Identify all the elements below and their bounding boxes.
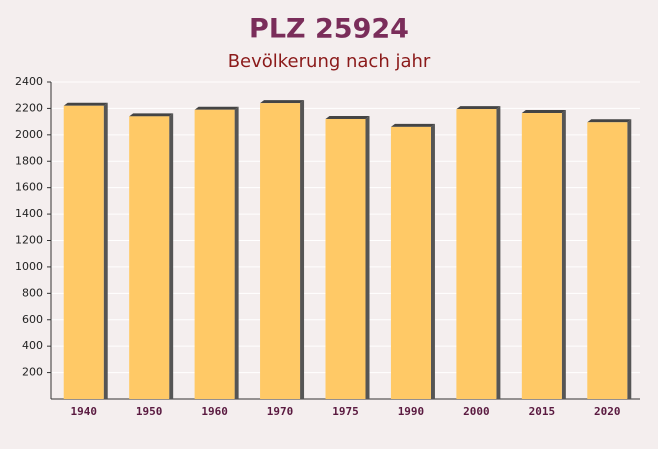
bar	[456, 109, 497, 399]
x-tick-label: 1940	[70, 405, 97, 418]
x-tick-label: 2020	[594, 405, 621, 418]
y-tick-label: 800	[22, 286, 43, 299]
bar-top	[587, 119, 632, 123]
bar-top	[129, 113, 174, 117]
bar-top	[194, 106, 239, 110]
bar-side	[234, 106, 239, 400]
bar	[129, 116, 170, 399]
bar-top	[390, 123, 435, 127]
bar	[521, 113, 562, 399]
y-tick-label: 2000	[15, 128, 43, 141]
bar-top	[63, 102, 108, 106]
y-tick-label: 1600	[15, 181, 43, 194]
y-tick-label: 400	[22, 339, 43, 352]
bar	[63, 105, 104, 400]
x-tick-label: 1970	[267, 405, 294, 418]
bar-side	[103, 102, 108, 400]
x-tick-label: 1950	[136, 405, 163, 418]
bar-top	[325, 115, 370, 119]
bar-top	[260, 100, 305, 104]
y-tick-label: 2200	[15, 101, 43, 114]
x-tick-label: 2000	[463, 405, 490, 418]
y-tick-label: 200	[22, 366, 43, 379]
bar	[325, 118, 366, 399]
bar-side	[169, 113, 174, 399]
bar-side	[430, 123, 435, 400]
chart-title: PLZ 25924	[249, 14, 409, 45]
bar-side	[627, 119, 632, 400]
y-tick-label: 1000	[15, 260, 43, 273]
y-tick-label: 1400	[15, 207, 43, 220]
bar-side	[300, 100, 305, 399]
y-tick-label: 600	[22, 313, 43, 326]
bar	[260, 103, 301, 399]
x-tick-label: 2015	[529, 405, 556, 418]
y-tick-label: 1200	[15, 234, 43, 247]
bar-side	[496, 106, 501, 399]
bar-top	[521, 110, 566, 114]
y-tick-label: 1800	[15, 154, 43, 167]
x-tick-label: 1990	[398, 405, 425, 418]
y-tick-label: 2400	[15, 75, 43, 88]
bar	[390, 126, 431, 400]
bar-top	[456, 106, 501, 110]
bar	[194, 109, 235, 400]
x-tick-label: 1960	[201, 405, 228, 418]
bar	[587, 122, 628, 400]
bar-side	[365, 115, 370, 399]
chart-subtitle: Bevölkerung nach jahr	[228, 51, 431, 72]
x-tick-label: 1975	[332, 405, 359, 418]
bar-side	[561, 110, 566, 399]
